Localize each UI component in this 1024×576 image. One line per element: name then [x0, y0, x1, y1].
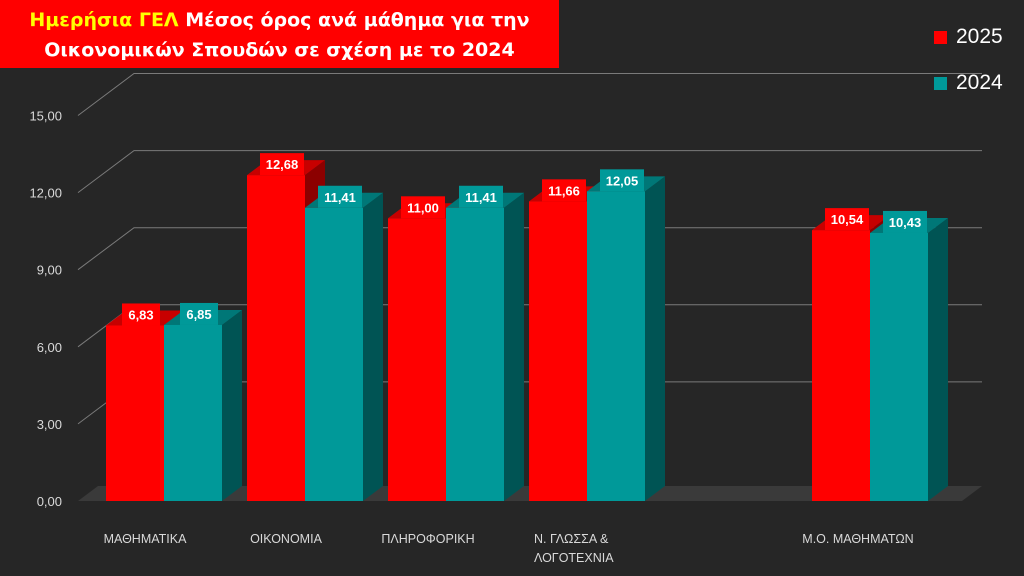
- data-label-box: [318, 185, 362, 208]
- data-label-box: [883, 210, 927, 233]
- y-tick-label: 12,00: [29, 186, 62, 201]
- data-label: 11,41: [465, 190, 497, 205]
- data-label-box: [825, 208, 869, 231]
- data-label: 12,05: [606, 173, 639, 188]
- bar-2024: [587, 191, 645, 501]
- x-category-label: Ν. ΓΛΩΣΣΑ &: [534, 532, 609, 546]
- x-category-label: ΠΛΗΡΟΦΟΡΙΚΗ: [381, 532, 474, 546]
- bar-2024: [164, 324, 222, 501]
- data-label: 11,41: [324, 190, 356, 205]
- bar-side-2024: [504, 192, 524, 501]
- legend-label-2025: 2025: [956, 25, 1003, 48]
- data-label: 10,43: [889, 215, 922, 230]
- data-label: 6,83: [128, 307, 153, 322]
- legend-label-2024: 2024: [956, 71, 1003, 94]
- data-label-box: [180, 302, 218, 325]
- data-label-box: [542, 179, 586, 202]
- title-line1: Μέσος όρος ανά μάθημα για την: [178, 9, 530, 31]
- y-tick-label: 0,00: [37, 494, 62, 509]
- legend-item-2025: 2025: [934, 14, 1003, 60]
- y-tick-label: 9,00: [37, 263, 62, 278]
- bar-2025: [529, 201, 587, 501]
- bar-2025: [388, 218, 446, 502]
- x-category-label: ΛΟΓΟΤΕΧΝΙΑ: [534, 551, 614, 565]
- bar-2025: [812, 230, 870, 501]
- bar-side-2024: [222, 309, 242, 501]
- legend: 2025 2024: [934, 14, 1003, 106]
- data-label: 11,00: [407, 200, 439, 215]
- x-category-label: Μ.Ο. ΜΑΘΗΜΑΤΩΝ: [802, 532, 913, 546]
- gridline: [77, 73, 982, 116]
- bar-2024: [870, 232, 928, 501]
- title-highlight: Ημερήσια ΓΕΛ: [29, 9, 179, 31]
- bar-2024: [446, 207, 504, 501]
- y-tick-label: 15,00: [29, 109, 62, 124]
- data-label-box: [122, 303, 160, 326]
- gridline: [77, 150, 982, 194]
- title-line2: Οικονομικών Σπουδών σε σχέση με το 2024: [44, 39, 515, 61]
- bar-2025: [247, 175, 305, 501]
- bar-side-2024: [363, 192, 383, 501]
- x-category-label: ΜΑΘΗΜΑΤΙΚΑ: [104, 532, 188, 546]
- legend-swatch-2025: [934, 30, 947, 44]
- data-label-box: [401, 196, 445, 219]
- gridline: [77, 227, 982, 271]
- bar-2025: [106, 325, 164, 501]
- data-label: 10,54: [831, 212, 864, 227]
- legend-swatch-2024: [934, 76, 947, 90]
- legend-item-2024: 2024: [934, 60, 1003, 106]
- y-tick-label: 3,00: [37, 417, 62, 432]
- chart-title: Ημερήσια ΓΕΛ Μέσος όρος ανά μάθημα για τ…: [0, 0, 559, 68]
- bar-side-2024: [928, 217, 948, 501]
- bar-2024: [305, 207, 363, 501]
- data-label: 6,85: [186, 307, 211, 322]
- data-label-box: [600, 169, 644, 192]
- x-category-label: ΟΙΚΟΝΟΜΙΑ: [250, 532, 323, 546]
- data-label: 12,68: [266, 157, 299, 172]
- data-label: 11,66: [548, 183, 580, 198]
- y-tick-label: 6,00: [37, 340, 62, 355]
- data-label-box: [459, 185, 503, 208]
- bar-side-2024: [645, 176, 665, 501]
- data-label-box: [260, 153, 304, 176]
